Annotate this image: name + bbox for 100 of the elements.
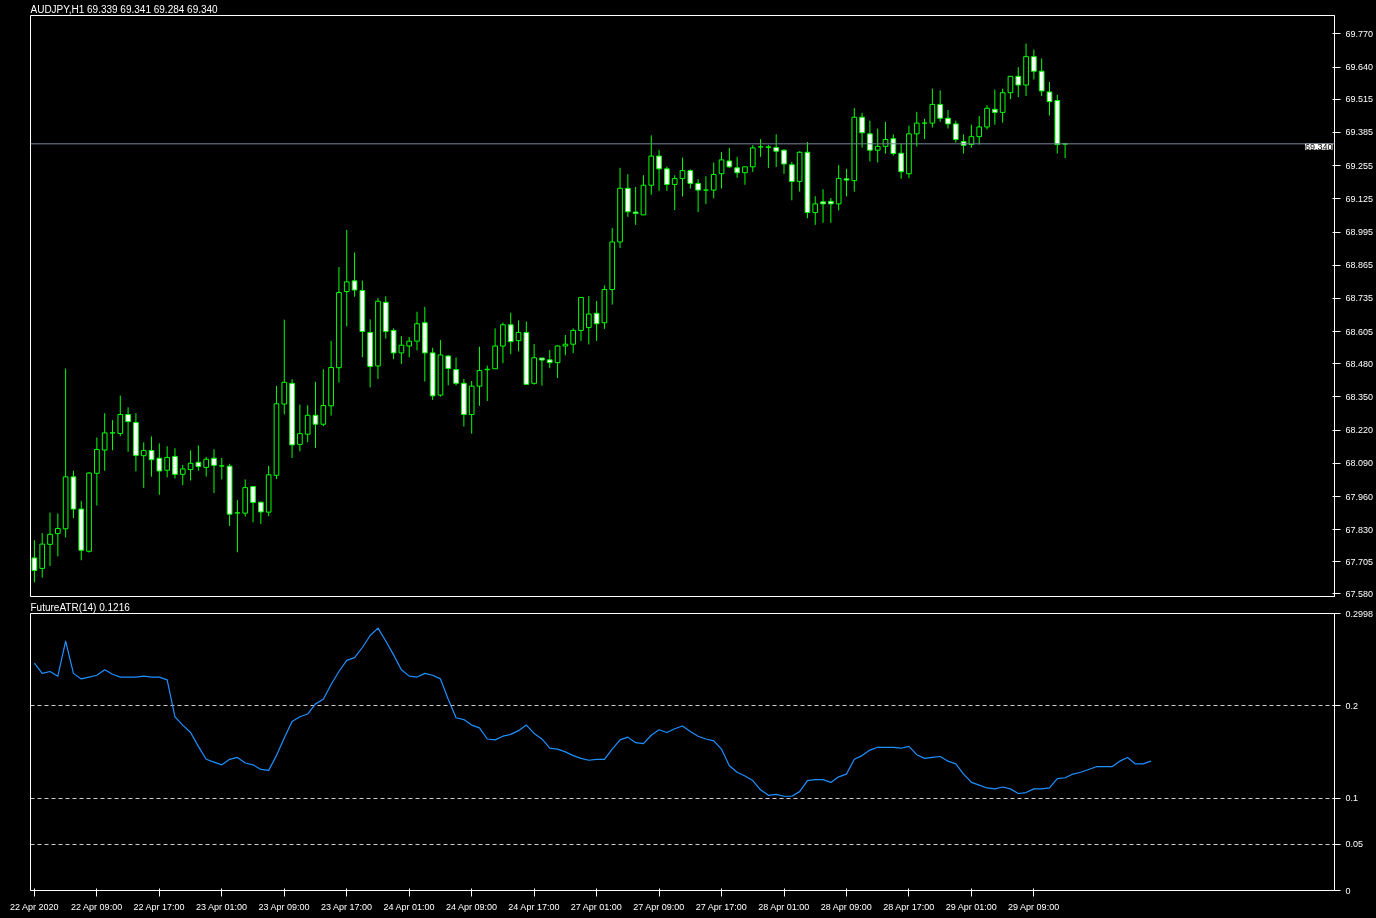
y-tick-label: 68.995 (1345, 227, 1374, 237)
candlestick (710, 161, 717, 199)
x-tick-label: 27 Apr 01:00 (570, 901, 622, 912)
candlestick (54, 512, 61, 557)
candlestick (492, 327, 498, 370)
candlestick (140, 441, 147, 489)
candlestick (984, 104, 990, 130)
x-tick-label: 27 Apr 17:00 (695, 901, 747, 912)
candlestick (991, 89, 998, 126)
candlestick (867, 120, 873, 162)
candlestick (445, 354, 452, 386)
candlestick (1007, 75, 1014, 100)
candlestick (500, 321, 506, 364)
y-tick-label: 69.640 (1345, 62, 1374, 73)
x-tick-label: 28 Apr 17:00 (883, 901, 935, 912)
candlestick (351, 251, 358, 298)
candlestick (1046, 81, 1053, 116)
candlestick (585, 295, 592, 345)
candlestick (343, 229, 350, 327)
candlestick (172, 447, 178, 479)
x-tick-label: 24 Apr 17:00 (508, 901, 560, 912)
candlestick (1038, 57, 1045, 97)
y-tick-label: 0.2 (1345, 700, 1359, 711)
candlestick (554, 344, 561, 379)
candlestick (976, 115, 983, 146)
y-tick-label: 67.580 (1345, 588, 1374, 599)
candlestick (952, 120, 959, 144)
x-tick-label: 23 Apr 09:00 (258, 901, 310, 912)
candlestick (828, 197, 834, 224)
y-tick-label: 68.350 (1345, 391, 1374, 402)
y-tick-label: 67.960 (1345, 491, 1374, 502)
candlestick (788, 161, 795, 201)
candlestick (734, 156, 740, 179)
y-tick-label: 68.735 (1345, 293, 1374, 304)
x-tick-label: 22 Apr 2020 (9, 901, 59, 912)
candlestick (117, 395, 124, 437)
candlestick (781, 148, 787, 175)
y-tick-label: 0.2998 (1345, 608, 1374, 619)
x-tick-label: 28 Apr 09:00 (820, 901, 872, 912)
candlestick (695, 178, 701, 213)
chart-title: AUDJPY,H1 69.339 69.341 69.284 69.340 (30, 3, 219, 15)
candlestick (929, 88, 936, 128)
candlestick (937, 89, 944, 123)
candlestick (570, 327, 577, 354)
x-tick-label: 22 Apr 17:00 (133, 901, 185, 912)
y-tick-label: 68.480 (1345, 358, 1374, 369)
candlestick (164, 445, 170, 478)
candlestick (820, 188, 826, 224)
candlestick (749, 144, 756, 173)
candlestick (539, 357, 545, 387)
candlestick (687, 168, 694, 190)
chart-title: FutureATR(14) 0.1216 (30, 601, 131, 613)
candlestick (562, 334, 569, 356)
y-tick-label: 0.05 (1345, 839, 1364, 850)
x-tick-label: 24 Apr 09:00 (445, 901, 497, 912)
candlestick (812, 195, 819, 226)
candlestick (913, 111, 920, 148)
candlestick (507, 312, 514, 355)
candlestick (945, 109, 951, 129)
candlestick (47, 512, 53, 567)
candlestick (773, 133, 780, 168)
candlestick (179, 464, 186, 486)
candlestick (921, 118, 928, 140)
candlestick (859, 112, 865, 149)
x-tick-label: 24 Apr 01:00 (383, 901, 435, 912)
candlestick (297, 404, 303, 452)
candlestick (476, 346, 483, 407)
candlestick (94, 437, 100, 506)
candlestick (1031, 49, 1037, 80)
x-tick-label: 22 Apr 09:00 (71, 901, 123, 912)
candlestick (999, 88, 1006, 124)
candlestick (625, 173, 631, 218)
y-tick-label: 69.255 (1345, 160, 1374, 171)
candlestick (874, 127, 881, 163)
candlestick (1015, 66, 1022, 98)
x-tick-label: 23 Apr 01:00 (196, 901, 248, 912)
y-tick-label: 69.125 (1345, 193, 1374, 204)
y-tick-label: 68.605 (1345, 326, 1374, 337)
y-tick-label: 0 (1345, 885, 1351, 896)
candlestick (656, 149, 662, 192)
ref-line-label: 69.340 (1304, 141, 1333, 152)
candlestick (765, 144, 772, 169)
x-tick-label: 27 Apr 09:00 (633, 901, 685, 912)
candlestick (664, 166, 670, 192)
y-tick-label: 69.515 (1345, 94, 1374, 105)
candlestick (250, 486, 256, 523)
candlestick (281, 319, 288, 415)
candlestick (101, 412, 108, 472)
candlestick (898, 143, 904, 180)
candlestick (125, 406, 131, 453)
candlestick (671, 174, 678, 211)
y-tick-label: 67.830 (1345, 524, 1374, 535)
candlestick (109, 419, 116, 451)
candlestick (414, 311, 420, 351)
y-tick-label: 68.220 (1345, 425, 1374, 436)
x-tick-label: 23 Apr 17:00 (320, 901, 373, 912)
y-tick-label: 69.770 (1345, 28, 1374, 39)
candlestick (679, 157, 686, 197)
y-tick-label: 68.090 (1345, 458, 1374, 469)
candlestick (234, 499, 241, 553)
